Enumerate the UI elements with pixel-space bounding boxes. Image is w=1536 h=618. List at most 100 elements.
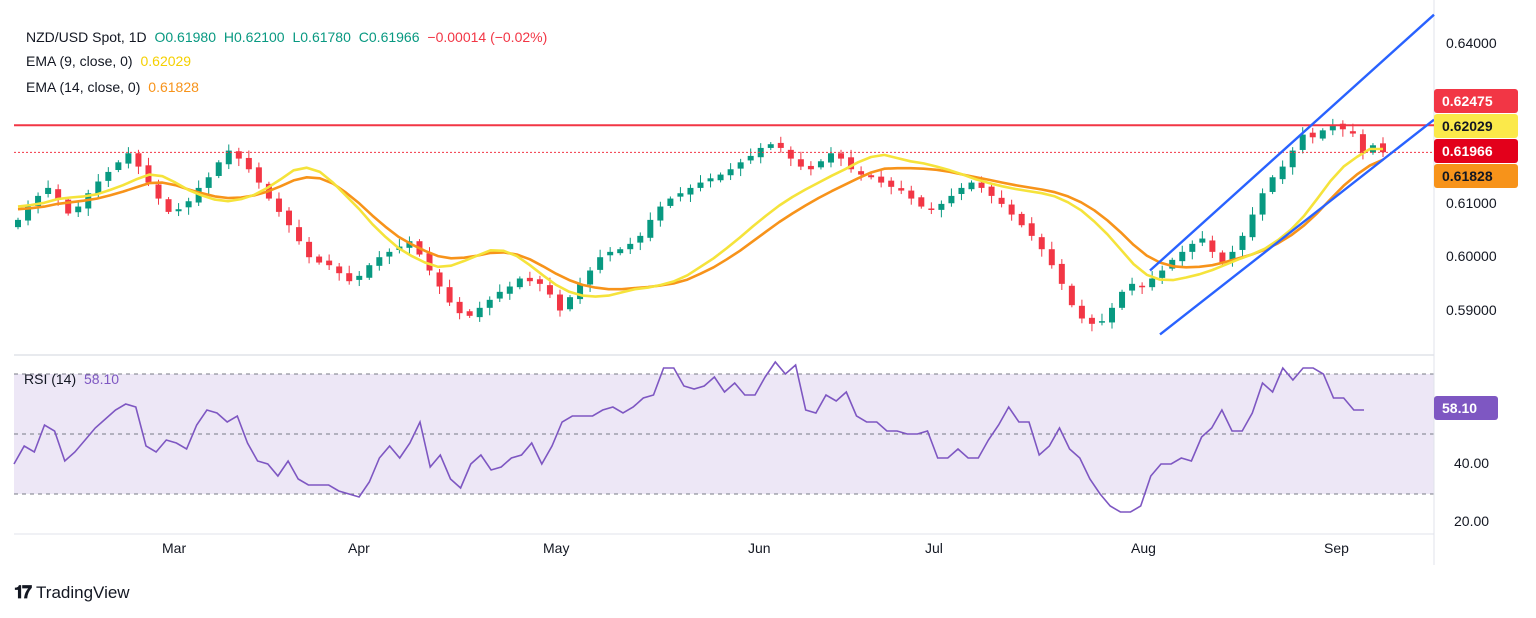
- time-axis-tick: Aug: [1131, 540, 1156, 556]
- candle-body: [165, 199, 172, 212]
- candle-body: [306, 241, 313, 258]
- candle-body: [1048, 249, 1055, 266]
- candle-body: [858, 171, 865, 175]
- candle-body: [1149, 278, 1156, 288]
- candle-body: [827, 153, 834, 163]
- candle-body: [1028, 223, 1035, 236]
- candle-body: [868, 175, 875, 178]
- candle-body: [988, 186, 995, 196]
- candle-body: [1098, 321, 1105, 323]
- candle-body: [1078, 305, 1085, 319]
- low-value: L0.61780: [292, 29, 351, 45]
- candle-body: [536, 279, 543, 284]
- brand-label: TradingView: [36, 582, 130, 602]
- candle-body: [1239, 235, 1246, 250]
- time-axis-tick: Sep: [1324, 540, 1349, 556]
- time-axis-tick: Jun: [748, 540, 771, 556]
- rsi-line: [13, 360, 1364, 513]
- time-axis-tick: May: [543, 540, 570, 556]
- candle-body: [65, 199, 72, 214]
- ema14-tag: 0.61828: [1434, 164, 1518, 188]
- candle-body: [787, 149, 794, 159]
- ema14-label: EMA (14, close, 0): [26, 79, 141, 95]
- candle-body: [346, 273, 353, 282]
- candle-body: [1199, 238, 1206, 243]
- candle-body: [245, 157, 252, 170]
- time-axis-tick: Jul: [925, 540, 943, 556]
- candle-body: [336, 266, 343, 274]
- candle-body: [255, 167, 262, 183]
- candle-body: [466, 311, 473, 316]
- candle-body: [175, 209, 182, 212]
- candle-body: [436, 272, 443, 287]
- candle-body: [707, 178, 714, 182]
- ema14-value: 0.61828: [148, 79, 199, 95]
- candle-body: [1068, 285, 1075, 306]
- candle-body: [115, 162, 122, 171]
- candle-body: [938, 203, 945, 210]
- candle-body: [1209, 240, 1216, 252]
- candle-body: [607, 251, 614, 256]
- candle-body: [45, 187, 52, 194]
- candle-body: [105, 171, 112, 181]
- candle-body: [155, 184, 162, 199]
- candle-body: [958, 187, 965, 194]
- candle-body: [546, 285, 553, 295]
- candle-body: [838, 153, 845, 159]
- candle-body: [225, 150, 232, 165]
- rsi-band: [14, 374, 1434, 494]
- candle-body: [1339, 123, 1346, 130]
- candle-body: [55, 189, 62, 200]
- candle-body: [627, 243, 634, 250]
- candle-body: [687, 187, 694, 195]
- candle-body: [1139, 285, 1146, 288]
- high-value: H0.62100: [223, 29, 285, 45]
- candle-body: [657, 206, 664, 221]
- candle-body: [757, 147, 764, 158]
- candle-body: [1269, 177, 1276, 192]
- candle-body: [1259, 193, 1266, 215]
- candle-body: [1189, 243, 1196, 252]
- candle-body: [747, 155, 754, 161]
- candle-body: [326, 260, 333, 266]
- ema9-value: 0.62029: [140, 53, 192, 69]
- ema9-label: EMA (9, close, 0): [26, 53, 133, 69]
- candle-body: [848, 157, 855, 170]
- channel-lower-line: [1159, 118, 1435, 336]
- candle-body: [125, 153, 132, 164]
- candle-body: [1008, 204, 1015, 215]
- candle-body: [296, 227, 303, 242]
- candle-body: [275, 198, 282, 212]
- rsi-value-tag: 58.10: [1434, 396, 1498, 420]
- rsi-label: RSI (14): [24, 371, 77, 387]
- time-axis-tick: Mar: [162, 540, 187, 556]
- rsi-legend-value: 58.10: [84, 371, 120, 387]
- candle-body: [817, 161, 824, 168]
- candle-body: [968, 182, 975, 190]
- candle-body: [908, 190, 915, 199]
- tradingview-brand[interactable]: 𝟏𝟕 TradingView: [14, 582, 130, 603]
- candle-body: [1279, 166, 1286, 180]
- candle-body: [1058, 263, 1065, 284]
- candle-body: [1169, 259, 1176, 269]
- candle-body: [587, 270, 594, 285]
- candle-body: [667, 198, 674, 206]
- ema9-line: [17, 147, 1383, 298]
- candle-body: [1229, 251, 1236, 262]
- candle-body: [25, 206, 32, 221]
- rsi-axis-tick: 20.00: [1454, 513, 1490, 529]
- open-value: O0.61980: [154, 29, 216, 45]
- candle-body: [316, 256, 323, 263]
- candle-body: [1018, 213, 1025, 226]
- candle-body: [426, 253, 433, 271]
- price-axis-tick: 0.59000: [1446, 302, 1497, 318]
- candle-body: [1038, 237, 1045, 250]
- candle-body: [888, 180, 895, 187]
- candle-body: [1119, 291, 1126, 308]
- candle-body: [456, 301, 463, 314]
- candle-body: [1219, 252, 1226, 263]
- candle-body: [1289, 150, 1296, 168]
- legend-ema9: EMA (9, close, 0) 0.62029: [26, 52, 195, 70]
- candle-body: [556, 294, 563, 311]
- candle-body: [1109, 307, 1116, 323]
